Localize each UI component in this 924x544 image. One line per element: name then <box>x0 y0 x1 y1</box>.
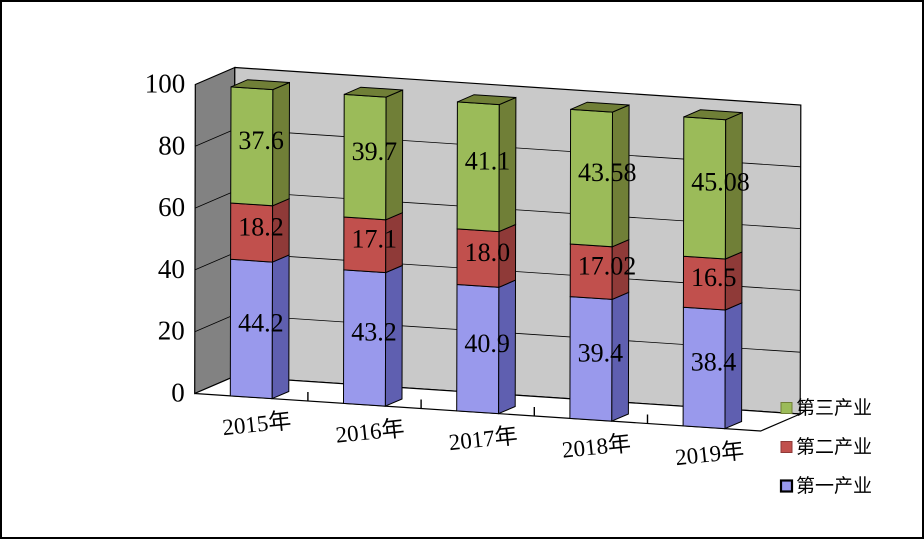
svg-text:40.9: 40.9 <box>464 329 510 358</box>
svg-text:41.1: 41.1 <box>465 147 511 176</box>
svg-text:39.4: 39.4 <box>578 339 624 368</box>
svg-text:39.7: 39.7 <box>352 137 398 166</box>
svg-text:18.0: 18.0 <box>465 238 511 267</box>
svg-text:16.5: 16.5 <box>691 263 737 292</box>
svg-text:43.2: 43.2 <box>351 318 397 347</box>
svg-text:60: 60 <box>158 192 185 222</box>
svg-text:18.2: 18.2 <box>238 212 283 241</box>
svg-text:100: 100 <box>145 69 186 99</box>
svg-text:80: 80 <box>158 130 185 160</box>
svg-text:45.08: 45.08 <box>691 168 750 197</box>
svg-text:43.58: 43.58 <box>578 158 637 187</box>
svg-text:20: 20 <box>158 316 185 346</box>
svg-text:38.4: 38.4 <box>691 348 737 377</box>
svg-text:第二产业: 第二产业 <box>796 436 872 458</box>
svg-text:第三产业: 第三产业 <box>796 397 872 419</box>
svg-text:37.6: 37.6 <box>238 126 284 155</box>
svg-text:44.2: 44.2 <box>238 309 284 338</box>
svg-text:0: 0 <box>171 378 185 408</box>
svg-text:17.1: 17.1 <box>352 225 398 254</box>
svg-text:第一产业: 第一产业 <box>796 475 872 497</box>
svg-text:40: 40 <box>158 254 185 284</box>
svg-text:17.02: 17.02 <box>578 251 637 280</box>
